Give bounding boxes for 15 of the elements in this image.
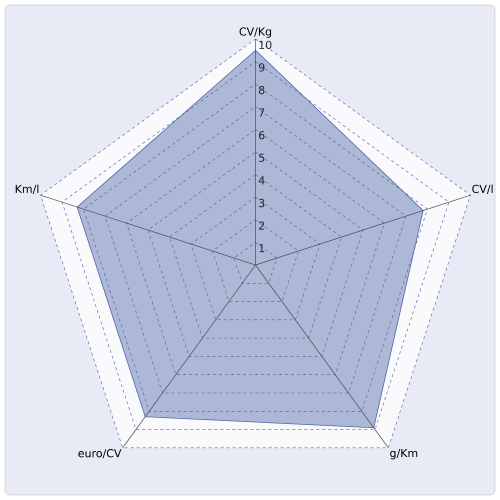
y-tick-label: 10 xyxy=(259,40,272,50)
y-tick-label: 4 xyxy=(258,176,265,184)
spoke-label: CV/Kg xyxy=(240,27,272,38)
y-tick-label: 6 xyxy=(258,131,265,140)
spoke-label: euro/CV xyxy=(78,449,122,458)
y-tick-label: 7 xyxy=(259,108,264,117)
spoke-label: CV/l xyxy=(472,184,493,194)
y-tick-label: 8 xyxy=(258,86,264,94)
y-tick-label: 2 xyxy=(259,222,264,230)
y-tick-label: 3 xyxy=(259,198,264,208)
spoke-label: g/Km xyxy=(390,449,418,460)
y-tick-label: 5 xyxy=(259,154,264,162)
y-tick-label: 1 xyxy=(259,244,264,252)
spoke-label: Km/l xyxy=(16,184,38,194)
y-tick-label: 9 xyxy=(258,63,264,72)
